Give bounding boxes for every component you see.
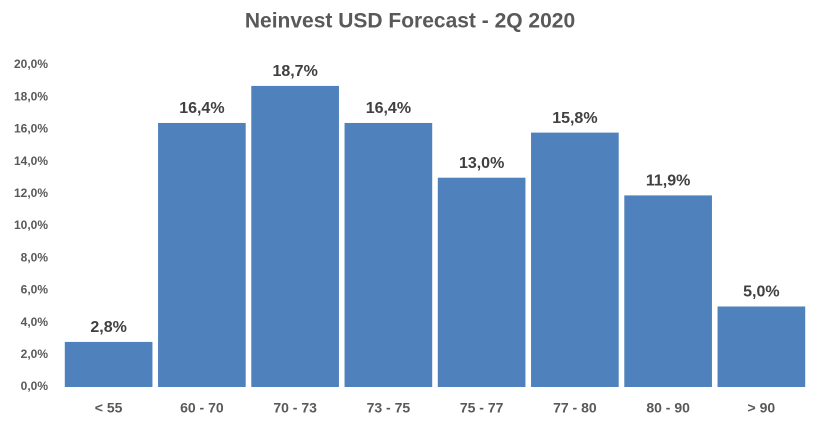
chart-title: Neinvest USD Forecast - 2Q 2020	[245, 10, 575, 33]
value-label: 16,4%	[366, 100, 411, 117]
bar	[158, 122, 246, 388]
x-tick-label: 77 - 80	[553, 400, 597, 416]
bar	[344, 122, 433, 388]
x-tick-label: 60 - 70	[180, 400, 224, 416]
y-tick-label: 12,0%	[14, 186, 48, 200]
y-tick-label: 20,0%	[14, 57, 48, 71]
y-tick-label: 10,0%	[14, 218, 48, 232]
bar	[251, 85, 339, 388]
x-tick-label: > 90	[748, 400, 776, 416]
x-tick-label: 70 - 73	[273, 400, 317, 416]
y-tick-label: 8,0%	[21, 250, 49, 264]
x-tick-label: < 55	[95, 400, 123, 416]
value-label: 16,4%	[179, 100, 224, 117]
value-label: 5,0%	[743, 284, 779, 301]
y-tick-label: 14,0%	[14, 154, 48, 168]
value-label: 11,9%	[646, 173, 690, 190]
x-tick-label: 75 - 77	[460, 400, 504, 416]
bar	[64, 341, 153, 387]
bar	[437, 177, 526, 387]
value-label: 18,7%	[272, 63, 317, 80]
bar	[624, 195, 712, 387]
y-tick-label: 2,0%	[21, 347, 49, 361]
y-tick-label: 16,0%	[14, 122, 48, 136]
x-tick-label: 80 - 90	[646, 400, 690, 416]
value-label: 15,8%	[552, 110, 597, 127]
bar	[717, 306, 806, 387]
value-label: 2,8%	[90, 319, 126, 336]
y-tick-label: 0,0%	[21, 379, 49, 393]
bar	[531, 132, 619, 387]
y-tick-label: 18,0%	[14, 89, 48, 103]
x-tick-label: 73 - 75	[367, 400, 411, 416]
value-label: 13,0%	[459, 155, 504, 172]
y-tick-label: 4,0%	[21, 315, 49, 329]
y-tick-label: 6,0%	[21, 283, 49, 297]
